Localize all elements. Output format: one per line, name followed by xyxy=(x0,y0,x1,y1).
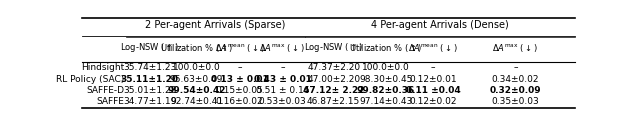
Text: $\Delta A^{\mathrm{mean}}$ ($\downarrow$): $\Delta A^{\mathrm{mean}}$ ($\downarrow$… xyxy=(408,42,458,54)
Text: Hindsight: Hindsight xyxy=(81,63,124,72)
Text: 0.35±0.03: 0.35±0.03 xyxy=(492,97,540,106)
Text: 34.77±1.19: 34.77±1.19 xyxy=(123,97,177,106)
Text: 2 Per-agent Arrivals (Sparse): 2 Per-agent Arrivals (Sparse) xyxy=(145,20,285,30)
Text: 95.63±0.49: 95.63±0.49 xyxy=(170,75,223,84)
Text: 99.54±0.42: 99.54±0.42 xyxy=(167,86,226,95)
Text: 0.15±0.05: 0.15±0.05 xyxy=(216,86,264,95)
Text: 0.12±0.02: 0.12±0.02 xyxy=(409,97,457,106)
Text: $\Delta A^{\mathrm{mean}}$ ($\downarrow$): $\Delta A^{\mathrm{mean}}$ ($\downarrow$… xyxy=(214,42,264,54)
Text: 0.51 ± 0.16: 0.51 ± 0.16 xyxy=(256,86,309,95)
Text: 47.12± 2.22: 47.12± 2.22 xyxy=(303,86,364,95)
Text: 0.43 ± 0.01: 0.43 ± 0.01 xyxy=(253,75,312,84)
Text: 99.82±0.36: 99.82±0.36 xyxy=(357,86,415,95)
Text: 0.32±0.09: 0.32±0.09 xyxy=(490,86,541,95)
Text: 100.0±0.0: 100.0±0.0 xyxy=(362,63,410,72)
Text: 0.34±0.02: 0.34±0.02 xyxy=(492,75,539,84)
Text: 35.74±1.23: 35.74±1.23 xyxy=(123,63,177,72)
Text: $\Delta A^{\mathrm{max}}$ ($\downarrow$): $\Delta A^{\mathrm{max}}$ ($\downarrow$) xyxy=(259,42,305,54)
Text: Utilization % ($\uparrow$): Utilization % ($\uparrow$) xyxy=(160,42,233,54)
Text: 0.13 ± 0.01: 0.13 ± 0.01 xyxy=(211,75,268,84)
Text: 97.14±0.43: 97.14±0.43 xyxy=(360,97,413,106)
Text: 35.11±1.20: 35.11±1.20 xyxy=(121,75,179,84)
Text: Utilization % ($\uparrow$): Utilization % ($\uparrow$) xyxy=(349,42,423,54)
Text: 0.53±0.03: 0.53±0.03 xyxy=(259,97,307,106)
Text: SAFFE-D: SAFFE-D xyxy=(86,86,124,95)
Text: Log-NSW ($\uparrow$): Log-NSW ($\uparrow$) xyxy=(120,41,179,54)
Text: 47.37±2.20: 47.37±2.20 xyxy=(307,63,360,72)
Text: 4 Per-agent Arrivals (Dense): 4 Per-agent Arrivals (Dense) xyxy=(371,20,509,30)
Text: 0.16±0.02: 0.16±0.02 xyxy=(216,97,264,106)
Text: RL Policy (SAC): RL Policy (SAC) xyxy=(56,75,124,84)
Text: –: – xyxy=(431,63,435,72)
Text: 47.00±2.20: 47.00±2.20 xyxy=(307,75,360,84)
Text: 46.87±2.15: 46.87±2.15 xyxy=(307,97,360,106)
Text: 98.30±0.45: 98.30±0.45 xyxy=(360,75,413,84)
Text: 92.74±0.41: 92.74±0.41 xyxy=(170,97,223,106)
Text: 0.12±0.01: 0.12±0.01 xyxy=(409,75,457,84)
Text: Log-NSW ($\uparrow$): Log-NSW ($\uparrow$) xyxy=(304,41,363,54)
Text: –: – xyxy=(280,63,285,72)
Text: 0.11 ±0.04: 0.11 ±0.04 xyxy=(406,86,460,95)
Text: 35.01±1.28: 35.01±1.28 xyxy=(123,86,177,95)
Text: –: – xyxy=(513,63,518,72)
Text: SAFFE: SAFFE xyxy=(97,97,124,106)
Text: $\Delta A^{\mathrm{max}}$ ($\downarrow$): $\Delta A^{\mathrm{max}}$ ($\downarrow$) xyxy=(492,42,538,54)
Text: 100.0±0.0: 100.0±0.0 xyxy=(173,63,220,72)
Text: –: – xyxy=(237,63,242,72)
